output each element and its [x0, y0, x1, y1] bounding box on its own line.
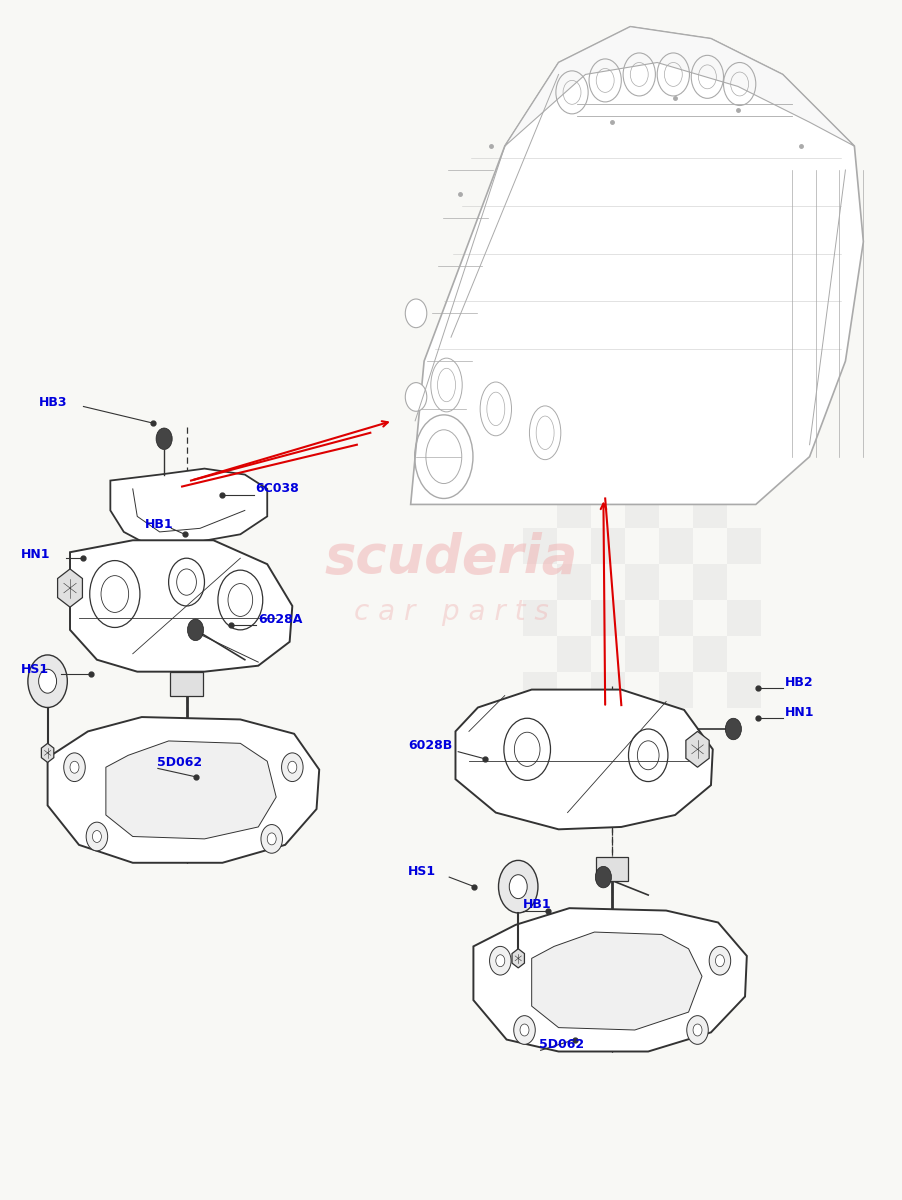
FancyBboxPatch shape [659, 528, 693, 564]
Circle shape [70, 761, 79, 773]
Circle shape [267, 833, 276, 845]
Polygon shape [512, 949, 524, 968]
Circle shape [510, 875, 527, 899]
Text: scuderia: scuderia [325, 532, 577, 584]
Polygon shape [106, 740, 276, 839]
Polygon shape [410, 26, 863, 504]
Circle shape [188, 619, 204, 641]
Circle shape [514, 1015, 535, 1044]
Text: 5D062: 5D062 [157, 756, 202, 769]
FancyBboxPatch shape [591, 600, 625, 636]
FancyBboxPatch shape [591, 528, 625, 564]
Text: HS1: HS1 [21, 662, 49, 676]
FancyBboxPatch shape [591, 457, 625, 492]
Polygon shape [110, 469, 267, 546]
Circle shape [261, 824, 282, 853]
Polygon shape [41, 743, 54, 762]
Text: HB2: HB2 [785, 676, 813, 689]
Circle shape [715, 955, 724, 967]
Circle shape [405, 299, 427, 328]
Polygon shape [474, 908, 747, 1051]
Text: 6028A: 6028A [258, 613, 303, 625]
FancyBboxPatch shape [693, 636, 727, 672]
Circle shape [693, 1024, 702, 1036]
Text: HB1: HB1 [144, 518, 173, 532]
Circle shape [281, 752, 303, 781]
Circle shape [490, 947, 511, 976]
FancyBboxPatch shape [727, 457, 761, 492]
Text: 6028B: 6028B [408, 739, 452, 752]
FancyBboxPatch shape [693, 564, 727, 600]
Polygon shape [58, 569, 82, 607]
Polygon shape [505, 26, 854, 146]
FancyBboxPatch shape [727, 600, 761, 636]
FancyBboxPatch shape [727, 672, 761, 708]
Circle shape [725, 719, 741, 739]
Circle shape [686, 1015, 708, 1044]
Polygon shape [531, 932, 702, 1030]
FancyBboxPatch shape [596, 857, 629, 881]
FancyBboxPatch shape [523, 600, 557, 636]
Circle shape [595, 866, 612, 888]
Circle shape [39, 670, 57, 694]
Circle shape [87, 822, 107, 851]
FancyBboxPatch shape [625, 636, 659, 672]
FancyBboxPatch shape [591, 672, 625, 708]
Circle shape [709, 947, 731, 976]
Circle shape [156, 428, 172, 450]
Text: HB3: HB3 [39, 396, 67, 409]
Text: 6C038: 6C038 [255, 482, 299, 496]
Text: 5D062: 5D062 [538, 1038, 584, 1051]
Polygon shape [456, 690, 713, 829]
Polygon shape [686, 731, 709, 767]
Circle shape [496, 955, 505, 967]
Circle shape [64, 752, 86, 781]
FancyBboxPatch shape [693, 492, 727, 528]
FancyBboxPatch shape [170, 672, 203, 696]
FancyBboxPatch shape [523, 528, 557, 564]
Circle shape [28, 655, 68, 708]
FancyBboxPatch shape [557, 564, 591, 600]
FancyBboxPatch shape [625, 564, 659, 600]
Circle shape [499, 860, 538, 913]
Circle shape [520, 1024, 529, 1036]
Text: HS1: HS1 [408, 865, 436, 877]
Circle shape [92, 830, 101, 842]
Text: HN1: HN1 [785, 706, 814, 719]
FancyBboxPatch shape [523, 457, 557, 492]
FancyBboxPatch shape [557, 492, 591, 528]
FancyBboxPatch shape [659, 457, 693, 492]
Text: c a r   p a r t s: c a r p a r t s [354, 598, 548, 626]
Circle shape [288, 761, 297, 773]
FancyBboxPatch shape [659, 672, 693, 708]
Text: HN1: HN1 [21, 548, 51, 562]
Circle shape [405, 383, 427, 412]
Text: HB1: HB1 [523, 898, 551, 911]
Polygon shape [48, 718, 319, 863]
FancyBboxPatch shape [557, 636, 591, 672]
FancyBboxPatch shape [659, 600, 693, 636]
FancyBboxPatch shape [523, 672, 557, 708]
Polygon shape [70, 540, 292, 672]
FancyBboxPatch shape [625, 492, 659, 528]
FancyBboxPatch shape [727, 528, 761, 564]
